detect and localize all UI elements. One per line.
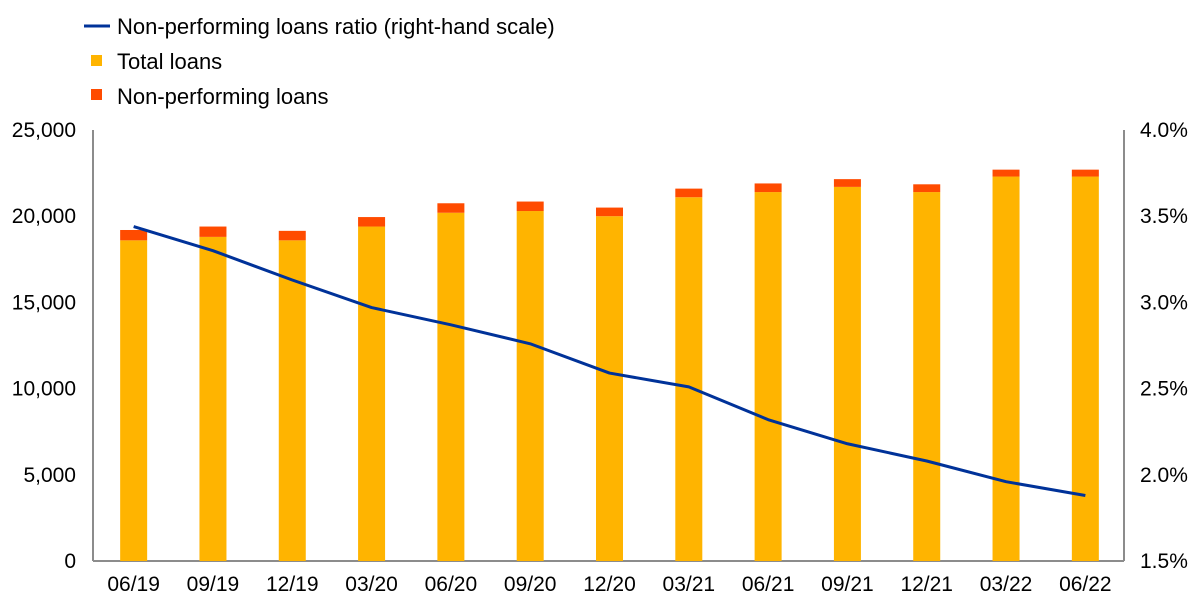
total-loans-bar xyxy=(675,197,703,561)
npl-bar-segment xyxy=(278,230,306,241)
npl-bar-segment xyxy=(437,203,465,213)
x-tick-label: 06/22 xyxy=(1059,573,1112,596)
x-tick-label: 12/21 xyxy=(900,573,953,596)
total-loans-bar xyxy=(278,240,306,561)
npl-bar-segment xyxy=(754,183,782,193)
x-tick-label: 06/20 xyxy=(425,573,478,596)
left-y-tick-label: 10,000 xyxy=(12,378,76,401)
right-y-tick-label: 2.0% xyxy=(1140,464,1188,487)
legend-label-total-loans: Total loans xyxy=(117,49,222,74)
x-axis-tick-labels: 06/19 09/19 12/19 03/20 06/20 09/20 12/20 03/21… xyxy=(107,573,1111,596)
left-y-tick-label: 5,000 xyxy=(23,464,76,487)
x-tick-label: 06/21 xyxy=(742,573,795,596)
x-tick-label: 03/21 xyxy=(663,573,716,596)
left-y-tick-label: 0 xyxy=(64,550,76,573)
npl-bar-segment xyxy=(992,169,1020,177)
total-loans-bar xyxy=(120,240,148,561)
left-y-tick-label: 15,000 xyxy=(12,291,76,314)
total-loans-bar xyxy=(754,192,782,561)
x-tick-label: 03/20 xyxy=(345,573,398,596)
x-tick-label: 12/20 xyxy=(583,573,636,596)
x-tick-label: 06/19 xyxy=(107,573,160,596)
npl-bar-segment xyxy=(913,184,941,193)
npl-bar-segment xyxy=(596,207,623,217)
left-y-tick-label: 25,000 xyxy=(12,119,76,142)
line-series xyxy=(133,225,1086,497)
left-y-axis-ticks: 0 5,000 10,000 15,000 20,000 25,000 xyxy=(12,119,76,573)
total-loans-bar xyxy=(992,176,1020,561)
x-tick-label: 03/22 xyxy=(980,573,1033,596)
right-y-tick-label: 3.0% xyxy=(1140,291,1188,314)
legend-label-npl-ratio: Non-performing loans ratio (right-hand s… xyxy=(117,14,555,39)
npl-bar-segment xyxy=(199,226,227,237)
total-loans-bar xyxy=(437,212,465,561)
total-loans-bar xyxy=(199,236,227,561)
legend-swatch-total-loans xyxy=(91,55,102,66)
npl-bar-segment xyxy=(516,201,544,212)
npl-bar-segment xyxy=(1071,169,1099,177)
npl-bar-segment xyxy=(120,229,148,241)
legend-label-npl: Non-performing loans xyxy=(117,84,329,109)
total-loans-bar xyxy=(1071,176,1099,561)
right-y-axis-ticks: 1.5% 2.0% 2.5% 3.0% 3.5% 4.0% xyxy=(1140,119,1188,573)
total-loans-bar xyxy=(596,216,623,561)
total-loans-bar xyxy=(516,211,544,561)
total-loans-bar xyxy=(913,192,941,561)
npl-bar-segment xyxy=(358,217,386,227)
npl-bar-segment xyxy=(675,188,703,198)
total-loans-bar xyxy=(358,226,386,561)
legend-swatch-npl xyxy=(91,89,102,100)
x-tick-label: 12/19 xyxy=(266,573,319,596)
x-tick-label: 09/20 xyxy=(504,573,557,596)
right-y-tick-label: 2.5% xyxy=(1140,378,1188,401)
x-tick-label: 09/19 xyxy=(187,573,240,596)
legend: Non-performing loans ratio (right-hand s… xyxy=(84,14,555,109)
npl-bar-segment xyxy=(833,179,861,187)
right-y-tick-label: 4.0% xyxy=(1140,119,1188,142)
bar-series xyxy=(120,169,1099,561)
right-y-tick-label: 1.5% xyxy=(1140,550,1188,573)
x-tick-label: 09/21 xyxy=(821,573,874,596)
total-loans-bar xyxy=(833,186,861,561)
right-y-tick-label: 3.5% xyxy=(1140,205,1188,228)
left-y-tick-label: 20,000 xyxy=(12,205,76,228)
